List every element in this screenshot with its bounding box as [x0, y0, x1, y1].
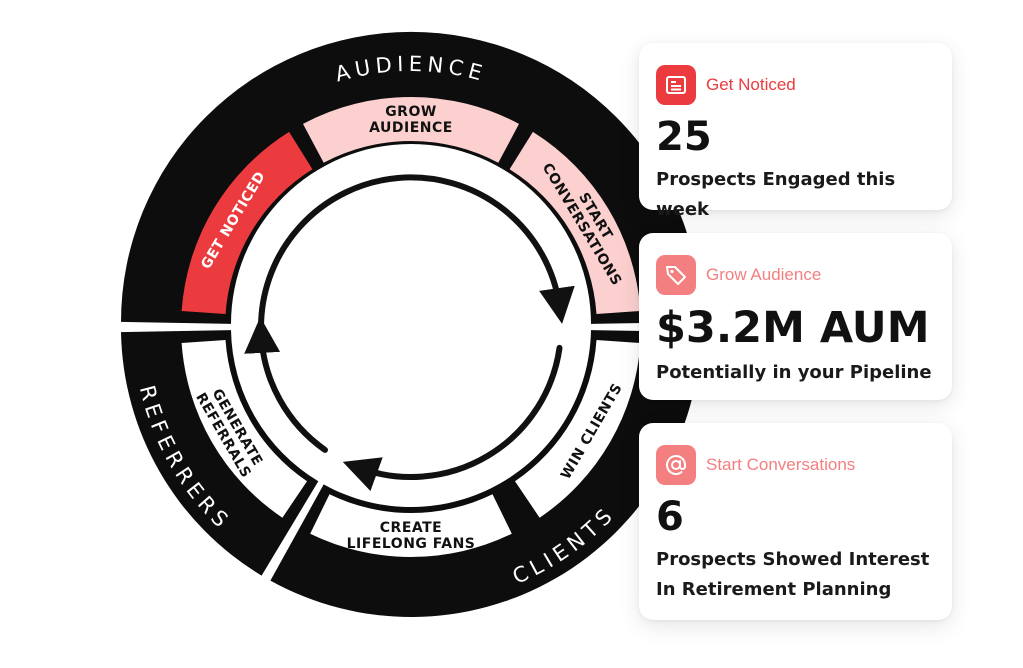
cycle-arrow-bottom: [342, 344, 563, 492]
card-header: Start Conversations: [656, 445, 934, 485]
card-description-line: In Retirement Planning: [656, 579, 892, 600]
segment-start-conversations: [509, 131, 641, 314]
at-sign-icon: [656, 445, 696, 485]
card-description-line: Prospects Showed Interest: [656, 549, 930, 570]
segment-label-grow-audience: GROW AUDIENCE: [369, 104, 453, 136]
ring-arc-audience: [121, 31, 701, 324]
card-description-line: Prospects Engaged this week: [656, 169, 896, 220]
cycle-arrow-top: [258, 174, 575, 336]
segment-generate-referrals: [181, 340, 307, 518]
stat-card-start-conversations: Start Conversations 6 Prospects Showed I…: [639, 423, 952, 620]
cycle-arrow-left: [244, 316, 328, 453]
card-label: Grow Audience: [706, 265, 822, 284]
segment-get-noticed: [181, 131, 313, 314]
card-value: 25: [656, 114, 712, 160]
segment-label-create-fans: CREATE LIFELONG FANS: [347, 520, 476, 552]
newspaper-icon: [656, 65, 696, 105]
card-label: Start Conversations: [706, 455, 856, 474]
stat-card-get-noticed: Get Noticed 25 Prospects Engaged this we…: [639, 43, 952, 220]
card-value: $3.2M AUM: [656, 303, 930, 353]
segment-win-clients: [515, 340, 641, 518]
segment-create-fans: [310, 494, 512, 557]
card-label: Get Noticed: [706, 75, 796, 94]
tag-icon: [656, 255, 696, 295]
segment-grow-audience: [303, 96, 519, 163]
ring-arc-clients: [270, 330, 701, 617]
card-description: Potentially in your Pipeline: [656, 358, 934, 388]
card-header: Get Noticed: [656, 65, 934, 105]
card-description: Prospects Showed Interest In Retirement …: [656, 545, 934, 605]
card-description-line: Potentially in your Pipeline: [656, 362, 932, 383]
card-description: Prospects Engaged this week: [656, 165, 934, 225]
card-header: Grow Audience: [656, 255, 934, 295]
card-value: 6: [656, 494, 684, 540]
stat-card-grow-audience: Grow Audience $3.2M AUM Potentially in y…: [639, 233, 952, 400]
